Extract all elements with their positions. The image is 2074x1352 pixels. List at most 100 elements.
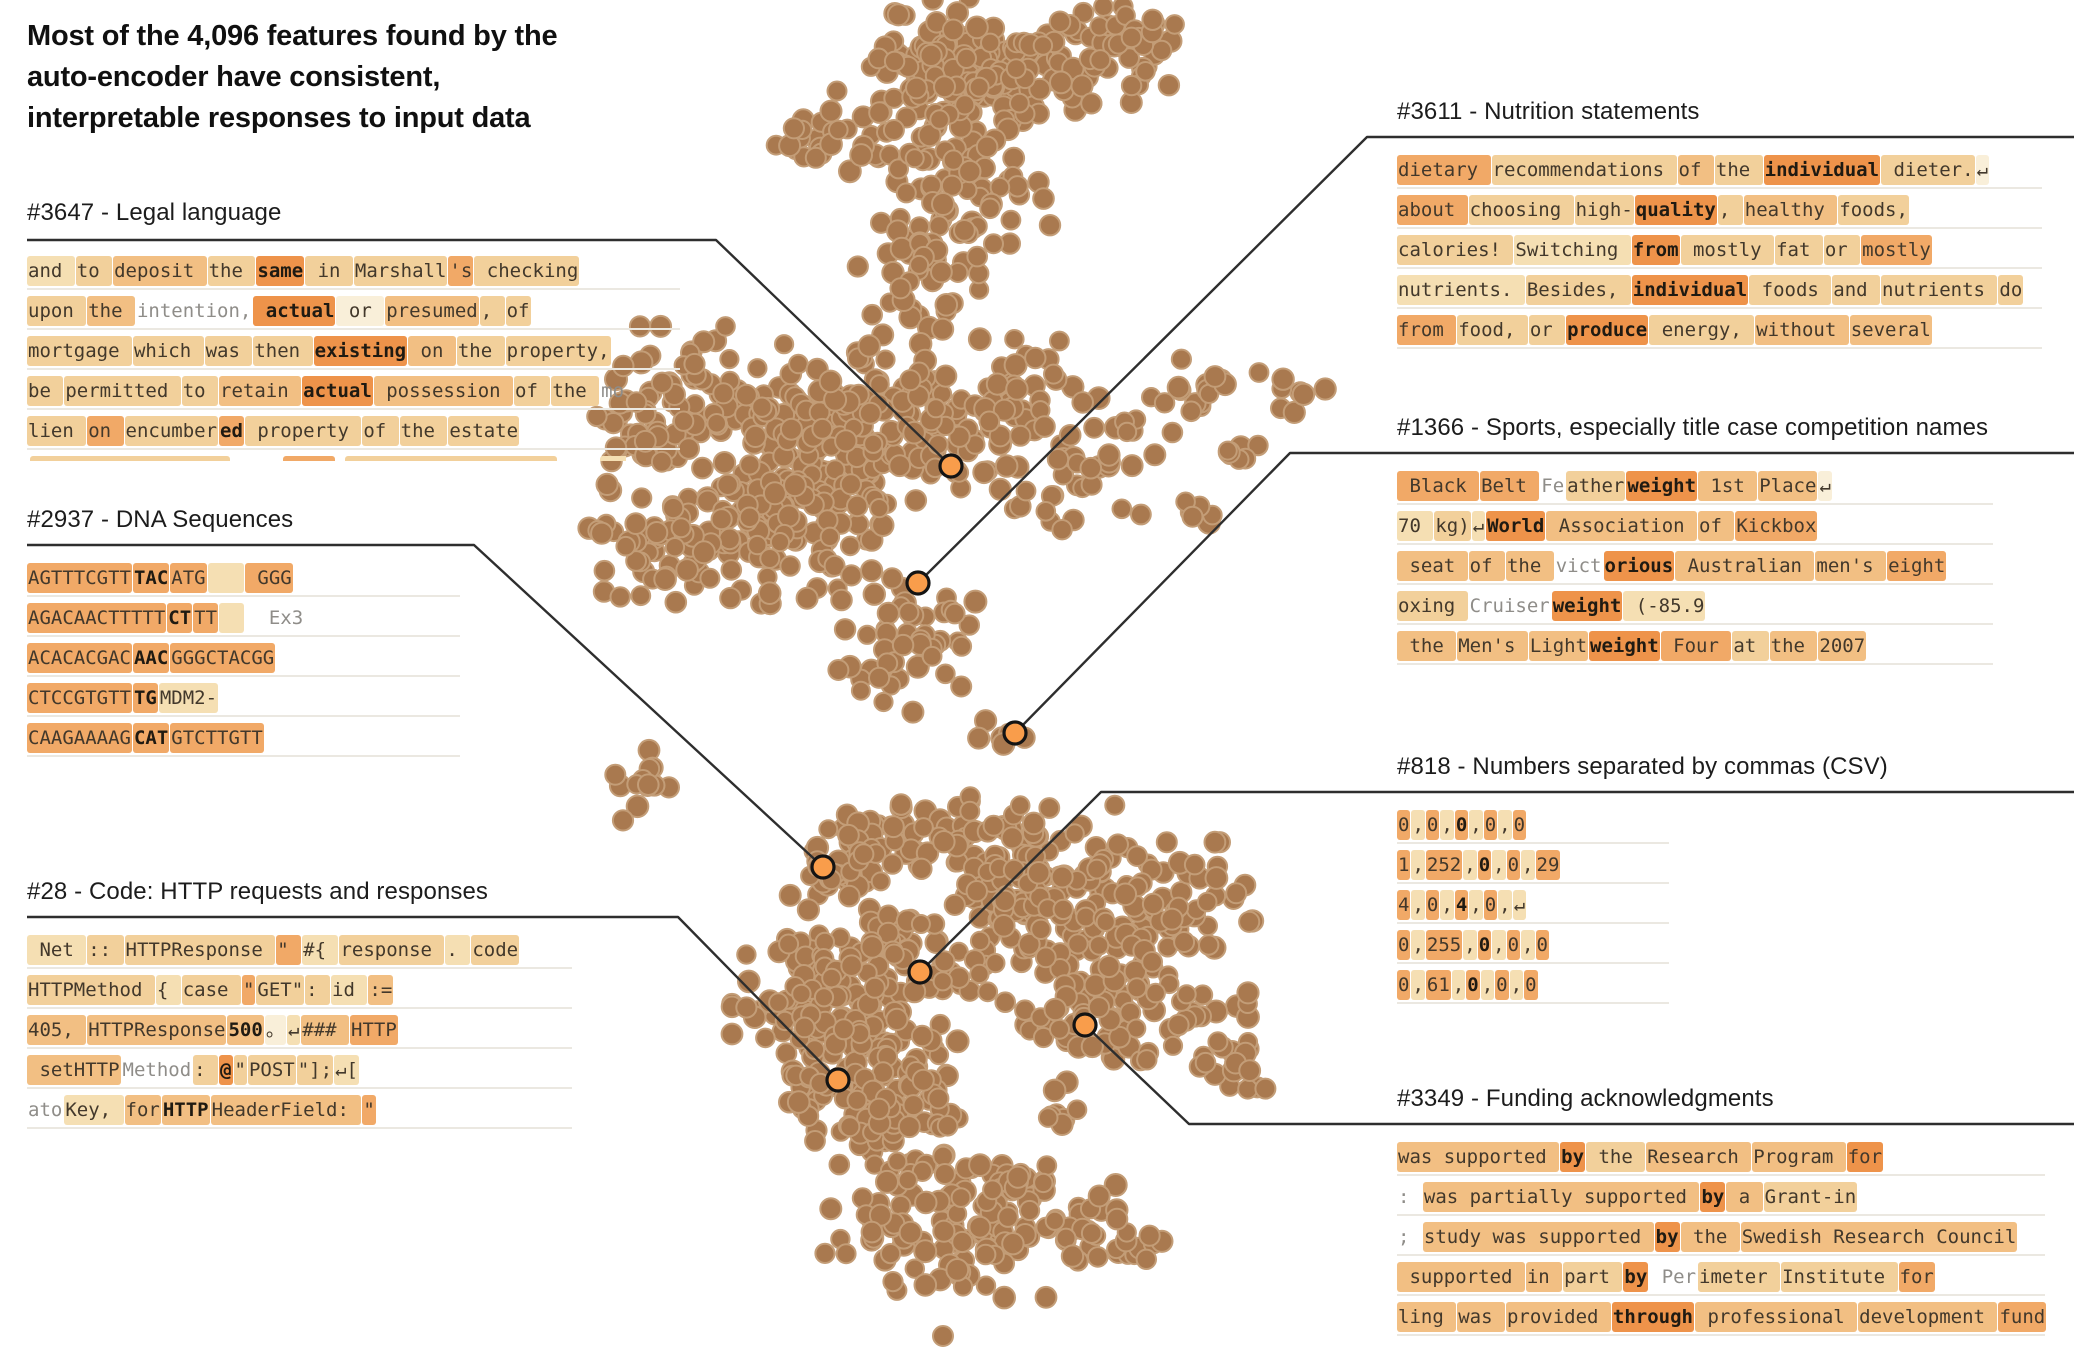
token: Switching	[1514, 235, 1631, 265]
snippet-row: dietary recommendations of the individua…	[1397, 155, 2042, 195]
token: ,	[1411, 850, 1425, 880]
token: ::	[87, 935, 124, 965]
feature-dot	[1000, 209, 1022, 231]
token: in	[305, 256, 353, 286]
feature-dot	[788, 353, 809, 375]
feature-dot	[931, 317, 955, 341]
feature-marker-2937[interactable]	[810, 854, 836, 880]
feature-dot	[1236, 981, 1260, 1005]
figure-title: Most of the 4,096 features found by the …	[27, 16, 747, 139]
token: HTTPMethod	[27, 975, 155, 1005]
token: development	[1858, 1302, 1998, 1332]
token: ATG	[170, 563, 207, 593]
token: 4	[1397, 890, 1411, 920]
token: 0	[1524, 970, 1538, 1000]
feature-dot	[706, 413, 728, 434]
feature-dot	[1282, 400, 1306, 424]
feature-marker-1366[interactable]	[1002, 720, 1028, 746]
token: eight	[1887, 551, 1947, 581]
feature-dot	[985, 953, 1006, 974]
feature-dot	[1009, 795, 1031, 816]
feature-dot	[692, 330, 716, 354]
token: :=	[368, 975, 394, 1005]
feature-dot	[860, 1220, 884, 1244]
row-separator	[1397, 1002, 1669, 1004]
feature-dot	[595, 472, 619, 496]
row-separator	[1397, 1254, 2045, 1256]
token: nutrients	[1881, 275, 1998, 305]
token: ;	[1398, 1226, 1421, 1248]
feature-dot	[1116, 421, 1138, 443]
feature-marker-818[interactable]	[907, 959, 933, 985]
feature-dot	[876, 601, 900, 625]
feature-dot	[1254, 1077, 1277, 1100]
feature-dot	[1247, 434, 1269, 457]
feature-marker-3611[interactable]	[905, 570, 931, 596]
feature-dot	[719, 349, 740, 370]
token: by	[1560, 1142, 1586, 1172]
token: CAT	[132, 723, 170, 753]
feature-dot	[1000, 826, 1024, 850]
feature-dot	[774, 334, 795, 355]
clipped-token-strip	[600, 456, 627, 461]
feature-dot	[932, 830, 956, 854]
feature-dot	[868, 666, 891, 689]
feature-dot	[1136, 1049, 1158, 1071]
feature-dot	[934, 364, 958, 388]
feature-dot	[1217, 440, 1238, 461]
token: actual	[302, 376, 373, 406]
feature-dot	[909, 254, 930, 275]
feature-marker-3647[interactable]	[938, 453, 964, 479]
feature-dot	[992, 1285, 1017, 1310]
feature-dot	[1005, 377, 1029, 401]
token: Per	[1650, 1266, 1697, 1288]
token: high-	[1574, 195, 1634, 225]
token: @	[219, 1055, 233, 1085]
token: #{	[302, 935, 339, 965]
callout-connectors	[27, 135, 2074, 1126]
token: 0	[1506, 850, 1521, 880]
feature-dot	[1032, 35, 1054, 56]
feature-dot	[1075, 906, 1097, 928]
feature-dot	[1038, 214, 1062, 237]
token: ed	[219, 416, 244, 446]
feature-dot	[904, 1258, 925, 1279]
feature-dot	[719, 586, 742, 610]
token: of	[1677, 155, 1714, 185]
feature-dot	[625, 391, 648, 413]
token: 0	[1454, 810, 1469, 840]
feature-dot	[1093, 0, 1114, 17]
snippet-row: calories! Switching from mostly fat or m…	[1397, 235, 2042, 275]
token: ,	[1521, 850, 1535, 880]
feature-dot	[862, 582, 886, 606]
token: 0	[1397, 810, 1411, 840]
feature-dot	[1042, 1078, 1067, 1103]
feature-dot	[650, 450, 673, 473]
feature-dot	[1028, 77, 1052, 101]
token: 0	[1495, 970, 1509, 1000]
feature-dot	[1141, 892, 1165, 916]
feature-dot	[1001, 1232, 1025, 1256]
feature-dot	[1097, 954, 1121, 979]
feature-dot	[1080, 1034, 1104, 1059]
feature-dot	[954, 94, 976, 116]
callout-connector-line-2937	[27, 543, 824, 868]
token: possession	[373, 376, 514, 406]
token: foods,	[1838, 195, 1909, 225]
snippet-rows: AGTTTCGTT TAC ATG GGG AGACAACTTTTT CT TT Ex3 A…	[27, 563, 460, 763]
feature-dot	[1203, 365, 1227, 388]
feature-dot	[611, 809, 635, 832]
feature-dot	[1170, 348, 1193, 370]
feature-marker-28[interactable]	[825, 1067, 851, 1093]
feature-dot	[932, 971, 953, 992]
token: 0	[1397, 970, 1411, 1000]
token: 0	[1535, 930, 1549, 960]
feature-dot	[968, 1215, 992, 1239]
feature-dot	[1104, 794, 1126, 816]
feature-dot	[1120, 26, 1143, 49]
feature-dot	[1095, 911, 1116, 933]
feature-marker-3349[interactable]	[1072, 1012, 1098, 1038]
feature-dot	[857, 334, 881, 358]
feature-dot	[867, 1097, 891, 1121]
token: and	[27, 256, 75, 286]
